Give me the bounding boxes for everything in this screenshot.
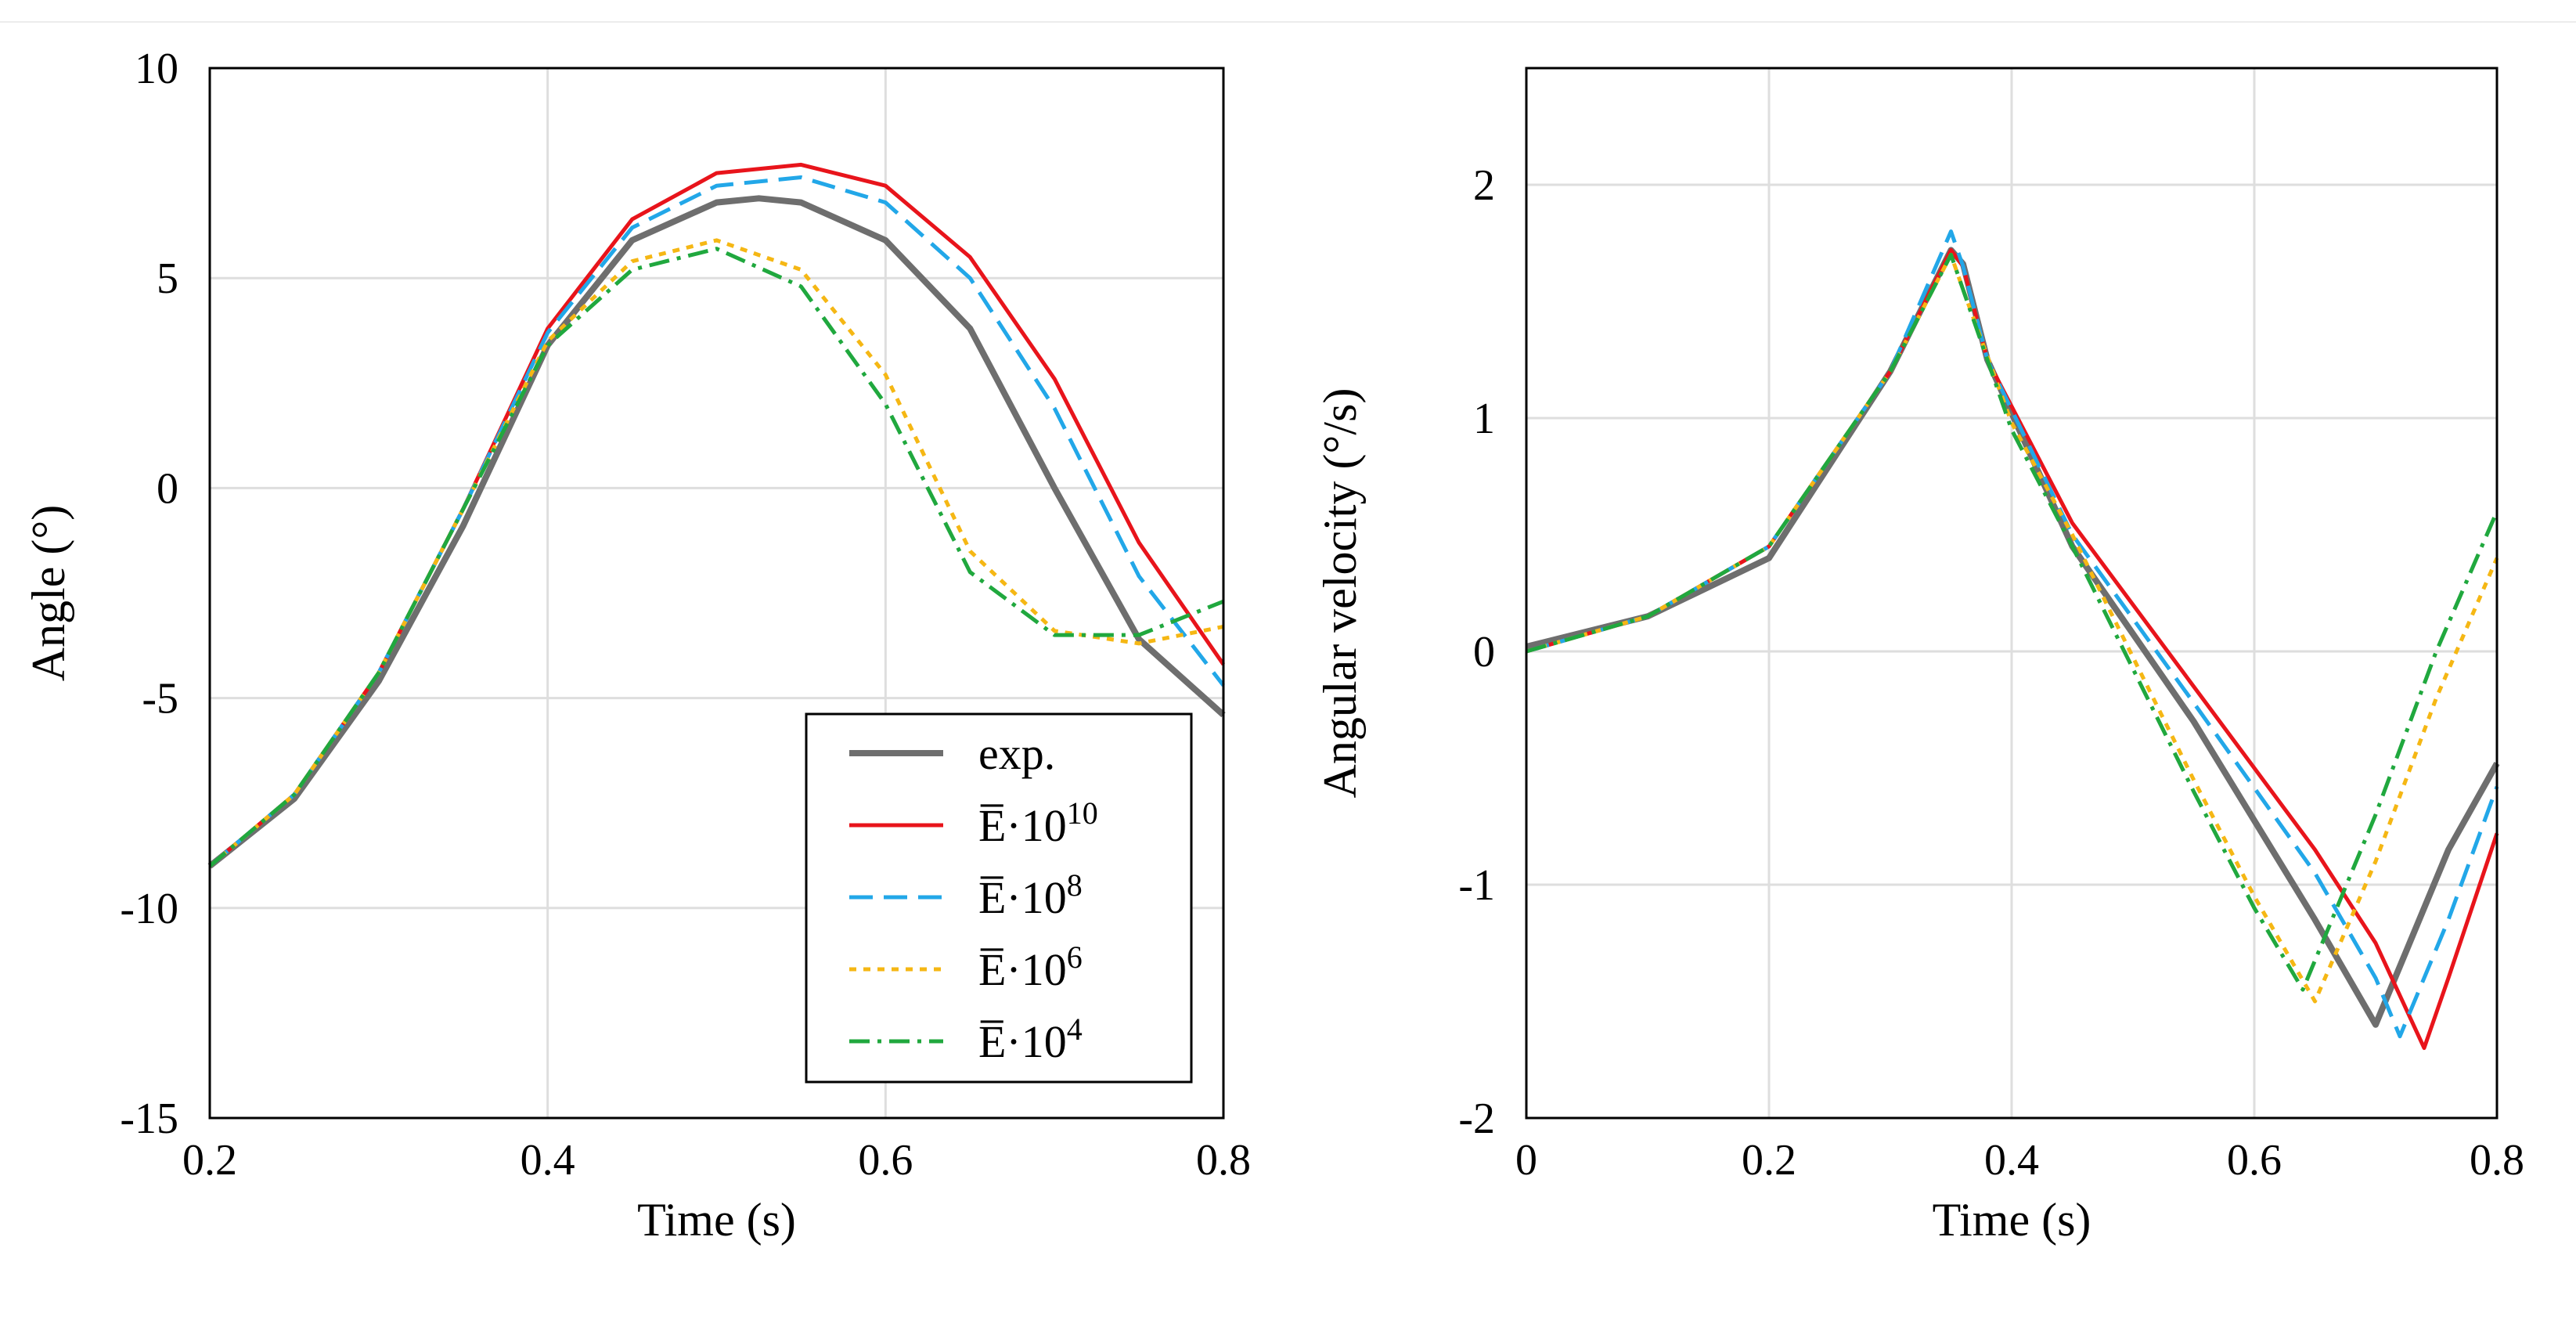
x-axis-label: Time (s) [637,1194,796,1246]
legend-label: E̅·106 [978,940,1083,995]
legend-label-base: E̅·10 [978,1016,1067,1067]
y-axis-label: Angle (°) [23,505,74,682]
x-tick-label: 0.4 [521,1136,575,1185]
legend-label-exponent: 6 [1067,940,1083,975]
legend-label: E̅·104 [978,1012,1083,1067]
x-tick-label: 0.2 [1742,1136,1796,1185]
legend-label-exponent: 10 [1067,795,1098,831]
y-tick-label: -1 [1458,861,1495,910]
y-tick-label: 0 [157,464,178,513]
series-line [208,247,1224,868]
y-tick-label: -2 [1458,1095,1495,1143]
y-tick-label: 5 [157,254,178,303]
x-tick-label: 0.6 [2227,1136,2282,1185]
y-tick-label: -15 [120,1095,178,1143]
y-tick-label: 10 [135,45,178,93]
legend-label-base: E̅·10 [978,872,1067,923]
x-tick-label: 0 [1515,1136,1537,1185]
legend-label: E̅·1010 [978,795,1098,851]
angle-chart: 0.2 0.4 0.6 0.8 -15 -10 -5 0 5 10 Time (s) Angle (°… [23,45,1251,1246]
series-line [1526,247,2500,1028]
y-axis-label: Angular velocity (°/s) [1314,388,1366,799]
x-tick-label: 0.4 [1984,1136,2039,1185]
y-tick-label: 0 [1473,628,1495,676]
y-tick-label: -5 [142,675,178,723]
x-tick-label: 0.8 [2470,1136,2524,1185]
y-tick-label: 1 [1473,395,1495,443]
legend-label-base: E̅·10 [978,800,1067,851]
series-line [207,195,1226,869]
series-line [1526,252,2499,1004]
legend-label-exponent: 8 [1067,867,1083,903]
plot-frame [208,67,1225,1120]
y-tick-label: -10 [120,885,178,933]
x-tick-label: 0.6 [858,1136,913,1185]
plot-frame [1525,67,2499,1120]
legend-label-base: exp. [978,728,1055,779]
x-axis-label: Time (s) [1933,1194,2091,1246]
angular-velocity-chart: 0 0.2 0.4 0.6 0.8 -2 -1 0 1 2 Time (s) Angular velo… [1314,67,2524,1246]
legend-label: exp. [978,728,1055,779]
x-tick-label: 0.2 [182,1136,237,1185]
series-line [1526,229,2499,1039]
x-tick-label: 0.8 [1196,1136,1251,1185]
legend-label-base: E̅·10 [978,944,1067,995]
legend-label-exponent: 4 [1067,1012,1083,1047]
y-tick-label: 2 [1473,161,1495,210]
legend-label: E̅·108 [978,867,1083,923]
